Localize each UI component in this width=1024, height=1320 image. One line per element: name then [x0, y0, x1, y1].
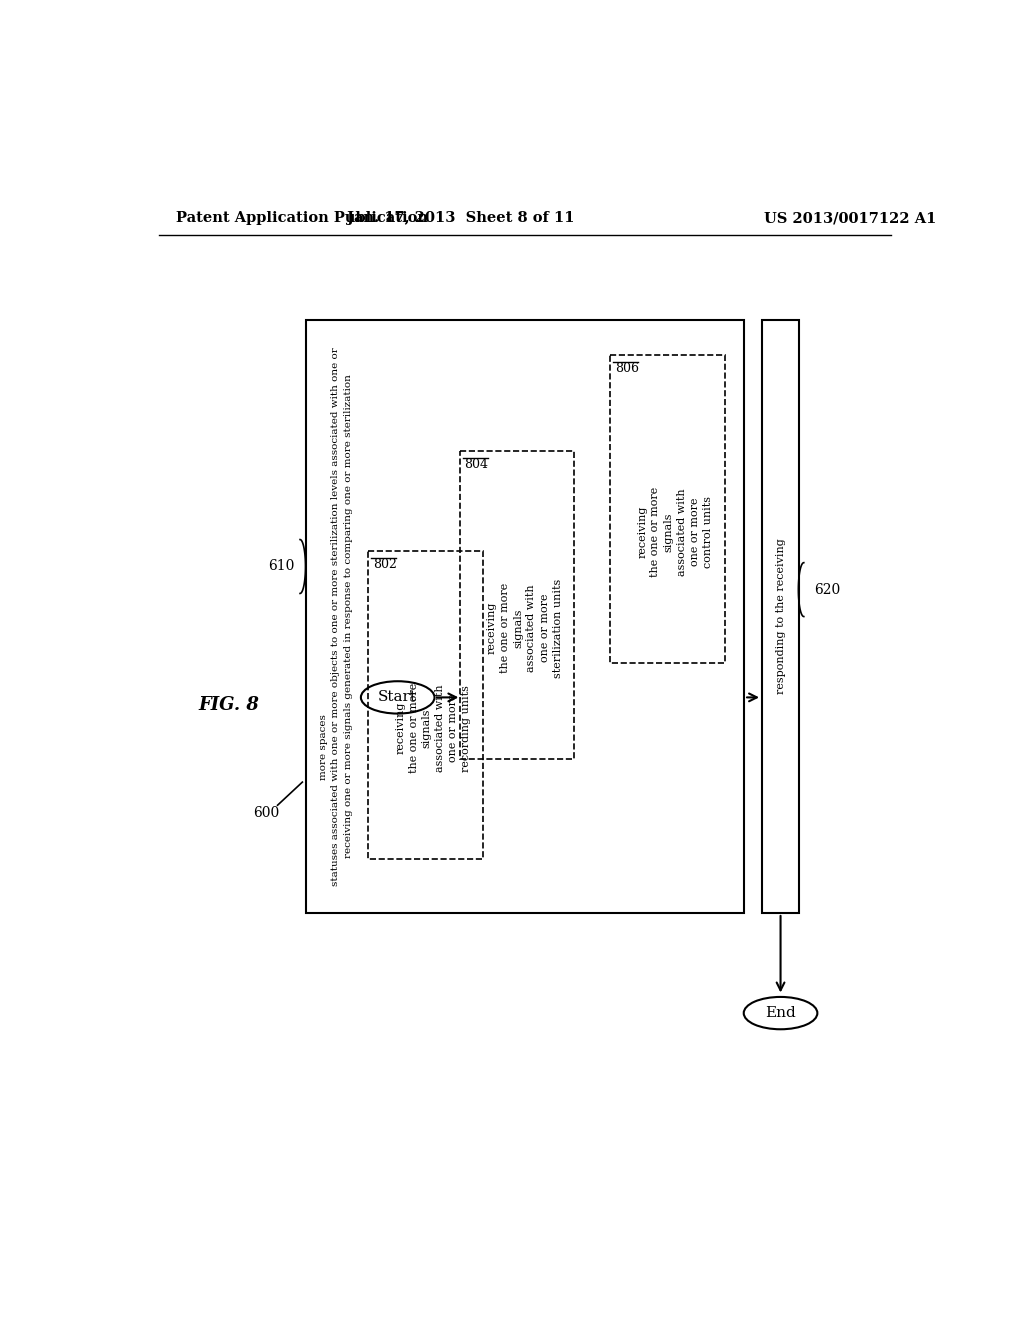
Bar [762, 321, 799, 913]
Text: 806: 806 [614, 362, 639, 375]
Bar [610, 355, 725, 663]
Text: 802: 802 [373, 558, 396, 572]
Text: Patent Application Publication: Patent Application Publication [176, 211, 428, 226]
Bar [306, 321, 744, 913]
Text: receiving
the one or more
signals
associated with
one or more
recording units: receiving the one or more signals associ… [395, 682, 471, 774]
Text: more spaces: more spaces [318, 714, 328, 780]
Text: FIG. 8: FIG. 8 [199, 696, 259, 714]
Text: responding to the receiving: responding to the receiving [775, 539, 785, 694]
Bar [460, 451, 574, 759]
Text: US 2013/0017122 A1: US 2013/0017122 A1 [764, 211, 936, 226]
Text: statuses associated with one or more objects to one or more sterilization levels: statuses associated with one or more obj… [331, 347, 340, 886]
Bar [369, 552, 483, 859]
Text: Jan. 17, 2013  Sheet 8 of 11: Jan. 17, 2013 Sheet 8 of 11 [347, 211, 575, 226]
Text: 620: 620 [814, 582, 840, 597]
Text: receiving one or more signals generated in response to comparing one or more ste: receiving one or more signals generated … [344, 375, 353, 858]
Text: End: End [765, 1006, 796, 1020]
Text: Start: Start [378, 690, 417, 705]
Text: 610: 610 [268, 560, 295, 573]
Text: 804: 804 [464, 458, 488, 471]
Text: 600: 600 [253, 807, 280, 820]
Text: receiving
the one or more
signals
associated with
one or more
control units: receiving the one or more signals associ… [637, 487, 713, 577]
Text: receiving
the one or more
signals
associated with
one or more
sterilization unit: receiving the one or more signals associ… [486, 578, 563, 677]
